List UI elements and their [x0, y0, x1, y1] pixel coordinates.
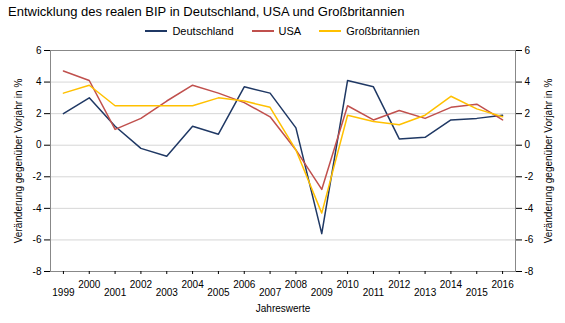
svg-text:2: 2 — [36, 108, 42, 119]
svg-text:2005: 2005 — [207, 287, 230, 298]
svg-text:6: 6 — [36, 45, 42, 56]
svg-text:2011: 2011 — [363, 287, 385, 298]
svg-text:-4: -4 — [525, 203, 534, 214]
svg-text:2016: 2016 — [491, 279, 514, 290]
svg-text:-2: -2 — [525, 171, 534, 182]
svg-text:2014: 2014 — [440, 279, 463, 290]
svg-text:-4: -4 — [33, 203, 42, 214]
svg-text:-6: -6 — [33, 234, 42, 245]
html-text:USA: USA — [278, 25, 302, 37]
svg-text:4: 4 — [36, 76, 42, 87]
svg-text:2008: 2008 — [285, 279, 308, 290]
svg-text:6: 6 — [525, 45, 531, 56]
svg-text:1999: 1999 — [52, 287, 75, 298]
html-text:Großbritannien: Großbritannien — [346, 25, 420, 37]
svg-text:2: 2 — [525, 108, 531, 119]
svg-text:0: 0 — [36, 139, 42, 150]
svg-text:2000: 2000 — [78, 279, 101, 290]
svg-text:2009: 2009 — [311, 287, 334, 298]
svg-text:2013: 2013 — [414, 287, 437, 298]
svg-text:2004: 2004 — [181, 279, 204, 290]
html-text:Deutschland: Deutschland — [172, 25, 234, 37]
svg-text:Veränderung gegenüber Vorjahr: Veränderung gegenüber Vorjahr in % — [13, 79, 24, 244]
html-text:Entwicklung des realen BIP in: Entwicklung des realen BIP in Deutschlan… — [8, 4, 405, 19]
svg-text:2015: 2015 — [466, 287, 489, 298]
svg-text:2007: 2007 — [259, 287, 282, 298]
svg-text:Veränderung gegenüber Vorjahr: Veränderung gegenüber Vorjahr in % — [543, 79, 554, 244]
svg-text:2003: 2003 — [156, 287, 179, 298]
svg-text:2010: 2010 — [336, 279, 359, 290]
svg-text:2001: 2001 — [104, 287, 127, 298]
svg-text:2012: 2012 — [388, 279, 411, 290]
svg-text:2006: 2006 — [233, 279, 256, 290]
svg-text:4: 4 — [525, 76, 531, 87]
svg-text:Jahreswerte: Jahreswerte — [256, 303, 311, 314]
svg-text:-8: -8 — [33, 266, 42, 277]
svg-text:-8: -8 — [525, 266, 534, 277]
svg-text:-2: -2 — [33, 171, 42, 182]
svg-text:0: 0 — [525, 139, 531, 150]
svg-text:-6: -6 — [525, 234, 534, 245]
svg-text:2002: 2002 — [130, 279, 153, 290]
